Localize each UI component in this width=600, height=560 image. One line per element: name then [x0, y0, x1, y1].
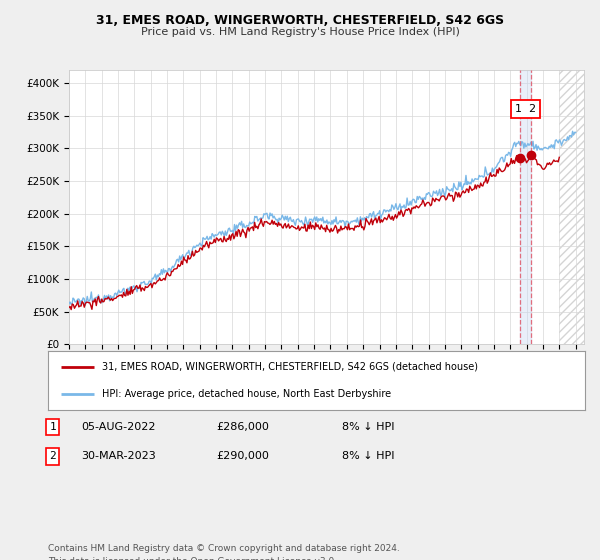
Bar — [520, 70, 530, 344]
Text: 05-AUG-2022: 05-AUG-2022 — [81, 422, 155, 432]
Text: 8% ↓ HPI: 8% ↓ HPI — [342, 422, 395, 432]
Text: 1  2: 1 2 — [515, 104, 536, 114]
Text: 8% ↓ HPI: 8% ↓ HPI — [342, 451, 395, 461]
Text: £286,000: £286,000 — [216, 422, 269, 432]
Text: 31, EMES ROAD, WINGERWORTH, CHESTERFIELD, S42 6GS (detached house): 31, EMES ROAD, WINGERWORTH, CHESTERFIELD… — [102, 362, 478, 372]
Text: Contains HM Land Registry data © Crown copyright and database right 2024.
This d: Contains HM Land Registry data © Crown c… — [48, 544, 400, 560]
Text: 31, EMES ROAD, WINGERWORTH, CHESTERFIELD, S42 6GS: 31, EMES ROAD, WINGERWORTH, CHESTERFIELD… — [96, 14, 504, 27]
Text: 1: 1 — [49, 422, 56, 432]
Text: £290,000: £290,000 — [216, 451, 269, 461]
Text: 2: 2 — [49, 451, 56, 461]
Text: HPI: Average price, detached house, North East Derbyshire: HPI: Average price, detached house, Nort… — [102, 389, 391, 399]
Text: Price paid vs. HM Land Registry's House Price Index (HPI): Price paid vs. HM Land Registry's House … — [140, 27, 460, 37]
Text: 30-MAR-2023: 30-MAR-2023 — [81, 451, 156, 461]
